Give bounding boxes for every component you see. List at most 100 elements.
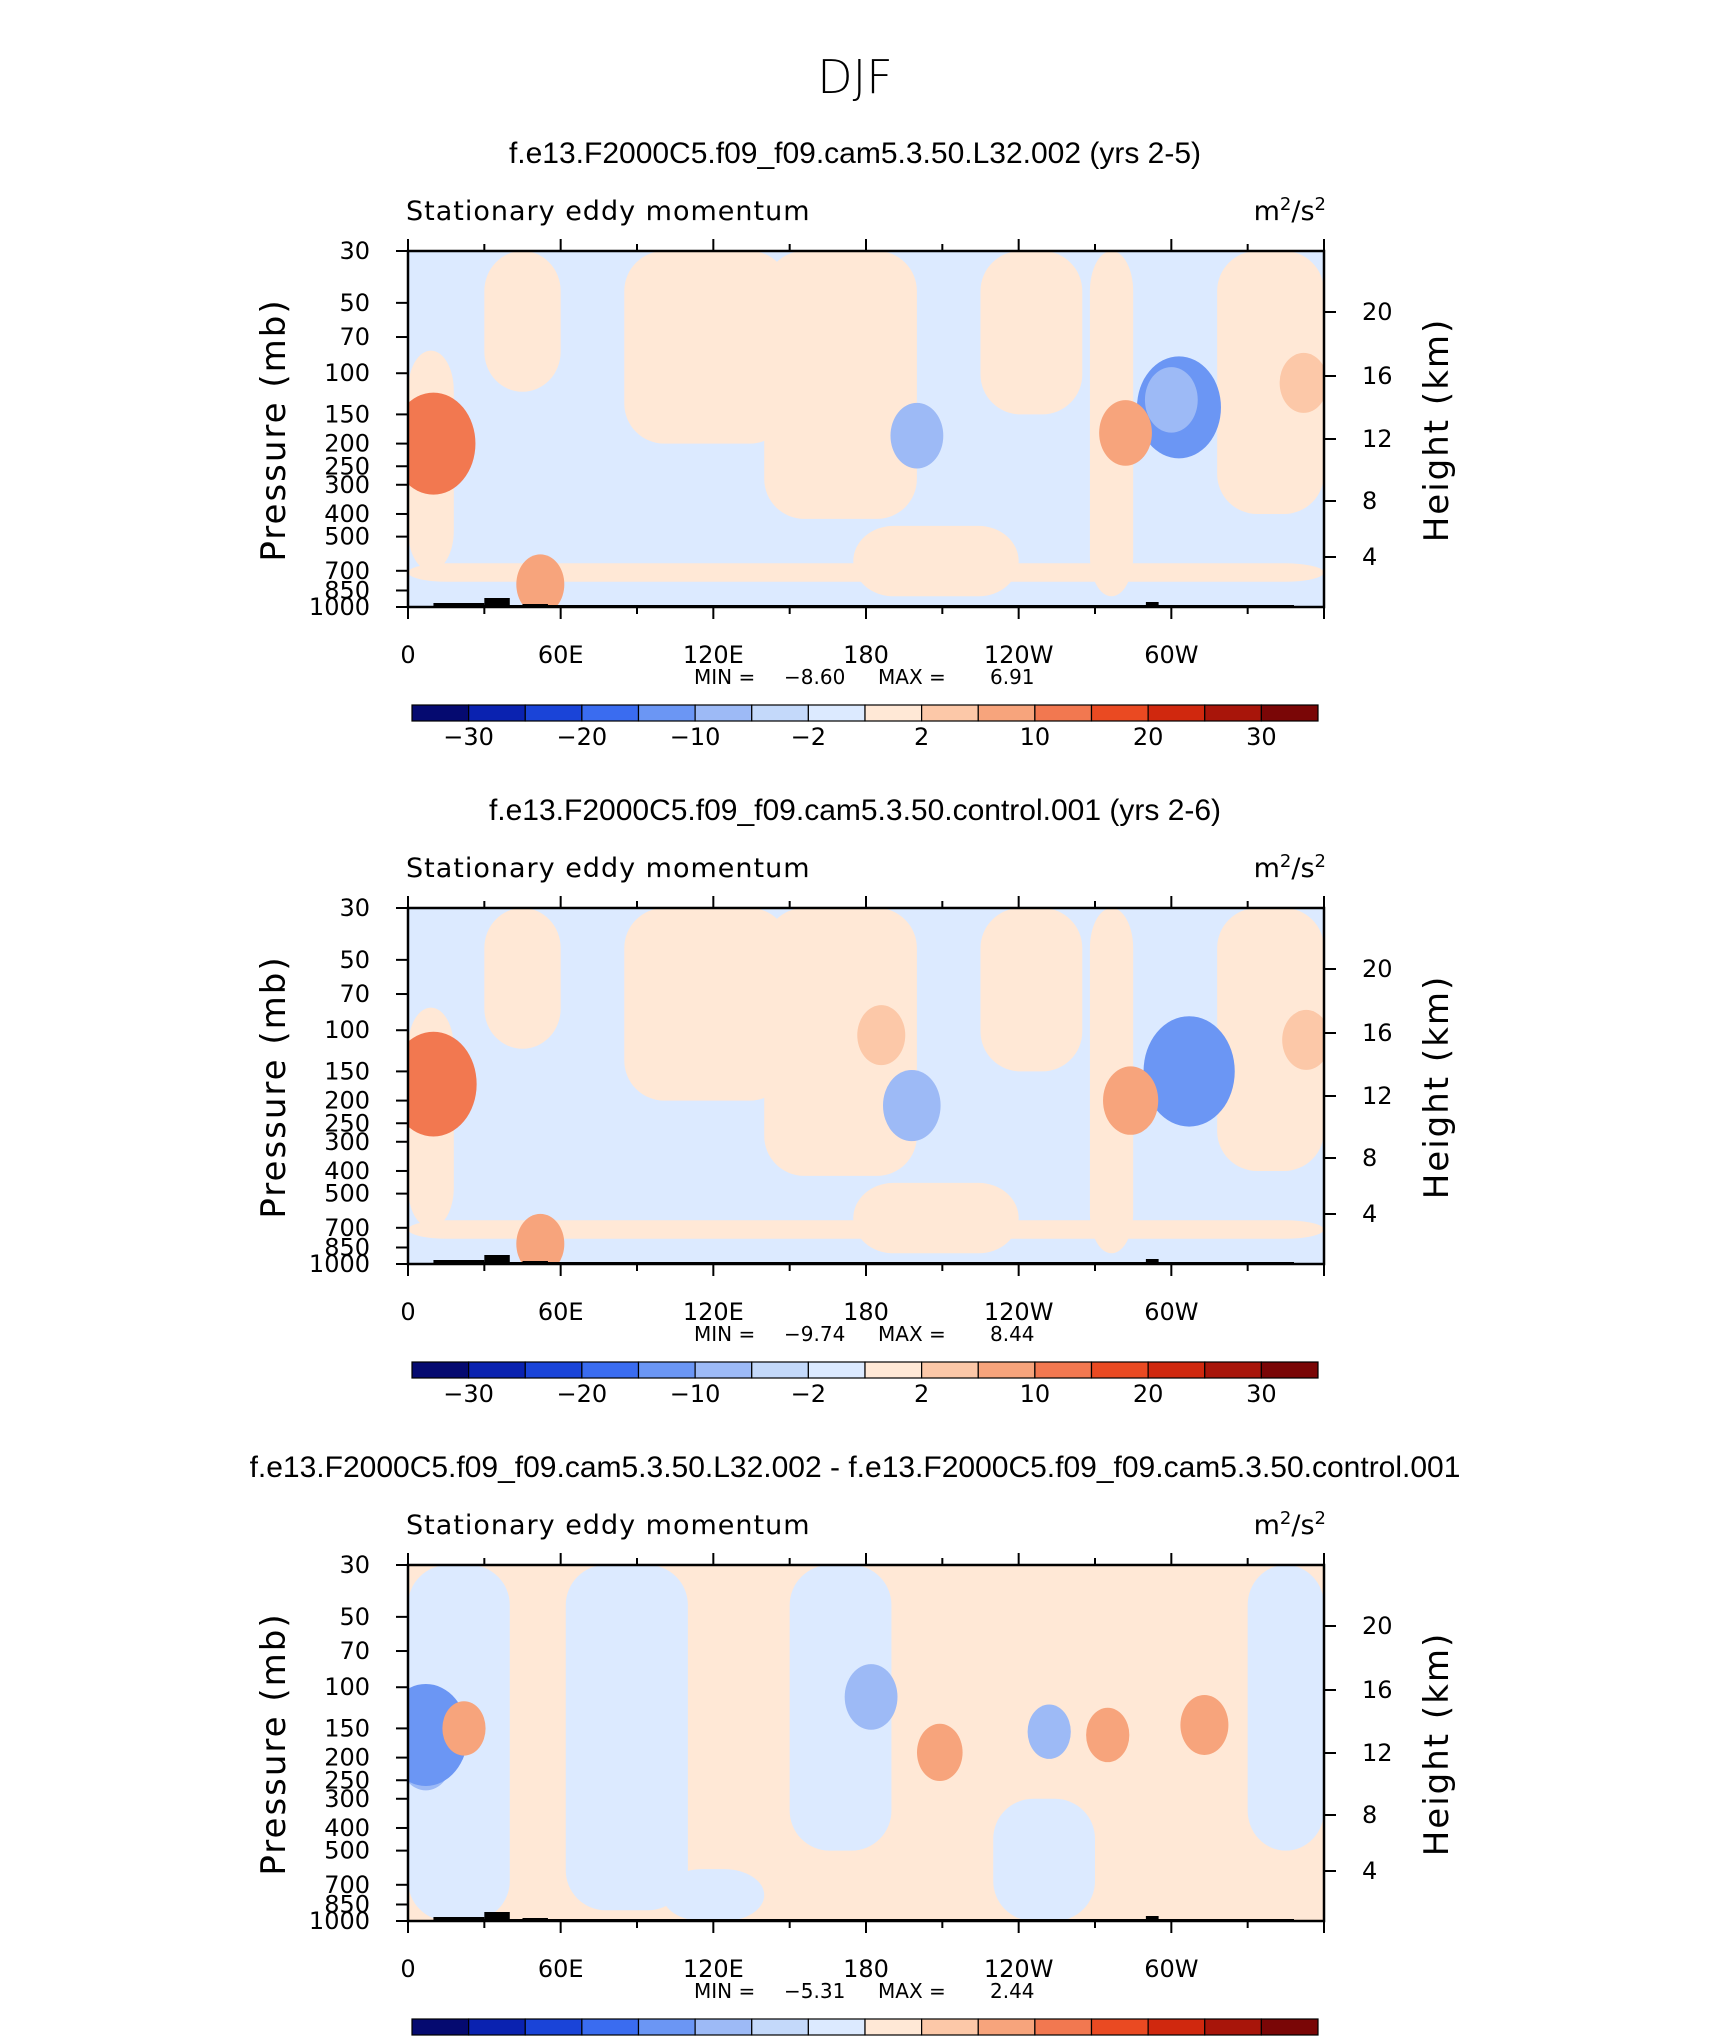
max-value: 8.44 xyxy=(990,1322,1035,1346)
anomaly-blob xyxy=(516,1213,565,1264)
panel-title: f.e13.F2000C5.f09_f09.cam5.3.50.L32.002 … xyxy=(250,1451,1461,1484)
anomaly-blob xyxy=(916,1723,963,1781)
y-tick-label: 70 xyxy=(339,980,370,1008)
min-value: −9.74 xyxy=(784,1322,845,1346)
colorbar-swatch xyxy=(694,1361,753,1379)
colorbar-swatch xyxy=(807,1361,866,1379)
units-label: m2/s2 xyxy=(1254,851,1326,884)
x-tick-label: 120E xyxy=(683,1298,744,1326)
y-right-tick-label: 12 xyxy=(1362,1082,1393,1110)
colorbar-swatch xyxy=(637,704,696,722)
contour-band xyxy=(993,1798,1095,1921)
colorbar-label: −20 xyxy=(557,1380,608,1408)
contour-band xyxy=(662,1869,765,1921)
colorbar-swatch xyxy=(637,2018,696,2036)
max-label: MAX = xyxy=(878,665,946,689)
y-right-tick-label: 12 xyxy=(1362,1739,1393,1767)
colorbar-label: 30 xyxy=(1246,1380,1277,1408)
y-right-tick-label: 20 xyxy=(1362,298,1393,326)
left-string: Stationary eddy momentum xyxy=(406,1510,811,1541)
contour-band xyxy=(624,251,790,444)
colorbar-swatch xyxy=(694,2018,753,2036)
anomaly-blob xyxy=(857,1005,906,1066)
colorbar-swatch xyxy=(468,704,526,722)
y-tick-label: 100 xyxy=(324,1016,370,1044)
contour-band xyxy=(1247,1565,1324,1851)
y-right-tick-label: 16 xyxy=(1362,1019,1393,1047)
y-tick-label: 70 xyxy=(339,323,370,351)
anomaly-blob xyxy=(1180,1694,1229,1755)
colorbar-swatch xyxy=(1090,704,1149,722)
panel-title: f.e13.F2000C5.f09_f09.cam5.3.50.control.… xyxy=(489,794,1221,827)
chart-panel-3: f.e13.F2000C5.f09_f09.cam5.3.50.L32.002 … xyxy=(250,1451,1461,2038)
colorbar-swatch xyxy=(1147,1361,1206,1379)
colorbar-label: 10 xyxy=(1020,723,1051,751)
x-tick-label: 180 xyxy=(843,1955,889,1983)
contour-band xyxy=(1217,251,1324,514)
topography xyxy=(484,598,510,607)
colorbar-swatch xyxy=(468,2018,526,2036)
colorbar-label: −30 xyxy=(443,723,494,751)
y-axis-title: Pressure (mb) xyxy=(254,1612,294,1875)
topography xyxy=(1145,602,1159,607)
anomaly-blob xyxy=(1086,1707,1130,1763)
y-tick-label: 70 xyxy=(339,1637,370,1665)
y-tick-label: 850 xyxy=(324,1891,370,1919)
contour-band xyxy=(565,1565,688,1911)
y-right-tick-label: 8 xyxy=(1362,487,1377,515)
colorbar-swatch xyxy=(581,704,640,722)
anomaly-blob xyxy=(516,554,565,607)
colorbar-swatch xyxy=(1090,2018,1149,2036)
colorbar-swatch xyxy=(1147,2018,1206,2036)
topography xyxy=(484,1912,510,1921)
anomaly-blob xyxy=(1099,400,1152,466)
y-axis-title: Pressure (mb) xyxy=(254,298,294,561)
colorbar-swatch xyxy=(468,1361,526,1379)
x-tick-label: 60W xyxy=(1144,1955,1198,1983)
contour-band xyxy=(764,251,917,519)
y-tick-label: 30 xyxy=(339,894,370,922)
y-right-tick-label: 8 xyxy=(1362,1144,1377,1172)
contour-field xyxy=(408,251,1324,607)
colorbar-swatch xyxy=(411,704,470,722)
y-tick-label: 150 xyxy=(324,400,370,428)
colorbar-swatch xyxy=(524,1361,583,1379)
colorbar-label: 2 xyxy=(914,723,929,751)
colorbar-swatch xyxy=(807,704,866,722)
y-tick-label: 50 xyxy=(339,1603,370,1631)
anomaly-blob xyxy=(883,1069,941,1142)
chart-panel-1: f.e13.F2000C5.f09_f09.cam5.3.50.L32.002 … xyxy=(254,137,1457,751)
colorbar-swatch xyxy=(411,2018,470,2036)
contour-band xyxy=(484,908,561,1049)
y-tick-label: 150 xyxy=(324,1714,370,1742)
colorbar-swatch xyxy=(524,2018,583,2036)
y-tick-label: 250 xyxy=(324,1766,370,1794)
colorbar-label: 20 xyxy=(1133,723,1164,751)
contour-band xyxy=(484,251,561,392)
anomaly-blob xyxy=(1103,1066,1159,1135)
y-tick-label: 30 xyxy=(339,237,370,265)
colorbar-swatch xyxy=(1090,1361,1149,1379)
y-tick-label: 400 xyxy=(324,500,370,528)
colorbar-swatch xyxy=(807,2018,866,2036)
y-tick-label: 250 xyxy=(324,1109,370,1137)
y-tick-label: 200 xyxy=(324,1744,370,1772)
colorbar-label: 10 xyxy=(1020,1380,1051,1408)
y-axis-title: Pressure (mb) xyxy=(254,955,294,1218)
left-string: Stationary eddy momentum xyxy=(406,853,811,884)
y-tick-label: 100 xyxy=(324,359,370,387)
contour-band xyxy=(853,1182,1019,1254)
colorbar-swatch xyxy=(524,704,583,722)
y-tick-label: 700 xyxy=(324,1871,370,1899)
colorbar-swatch xyxy=(751,704,809,722)
y-right-tick-label: 4 xyxy=(1362,543,1377,571)
y-tick-label: 150 xyxy=(324,1057,370,1085)
colorbar-swatch xyxy=(921,2018,979,2036)
anomaly-blob xyxy=(408,392,476,495)
y-right-axis-title: Height (km) xyxy=(1417,1632,1457,1857)
anomaly-blob xyxy=(442,1701,486,1756)
x-tick-label: 120W xyxy=(984,1298,1054,1326)
anomaly-blob xyxy=(1279,352,1324,413)
y-tick-label: 1000 xyxy=(309,1250,370,1278)
colorbar-label: −30 xyxy=(443,1380,494,1408)
